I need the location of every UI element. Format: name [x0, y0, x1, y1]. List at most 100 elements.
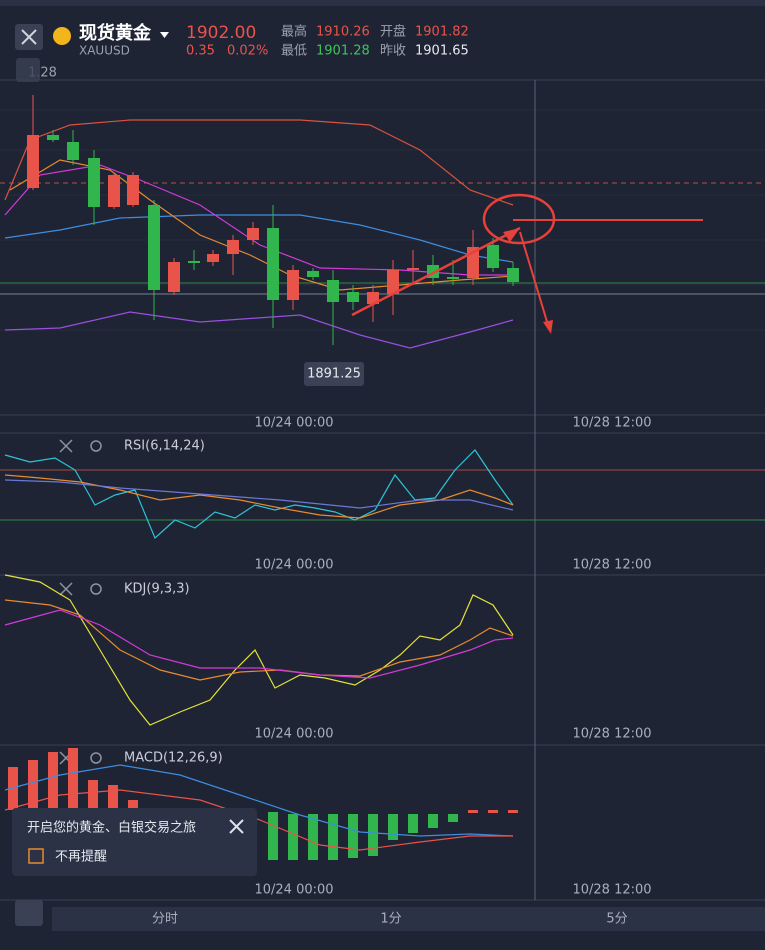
top-bar	[0, 0, 765, 6]
macd-bar	[328, 814, 338, 860]
popup-text: 开启您的黄金、白银交易之旅	[27, 820, 196, 836]
arrow	[351, 226, 521, 317]
macd-bar	[348, 814, 358, 858]
candle-body	[507, 268, 519, 282]
panel-settings	[90, 583, 102, 595]
tab[interactable]: 5分	[606, 912, 627, 927]
macd-bar	[388, 814, 398, 840]
macd-bar	[128, 800, 138, 810]
candle-body	[387, 270, 399, 294]
candle-body	[108, 175, 120, 207]
candle-body	[88, 158, 100, 207]
time-label: 10/24 00:00	[254, 558, 333, 573]
macd-dif	[4, 764, 514, 837]
chart-type-button[interactable]	[15, 900, 43, 926]
time-label: 10/28 12:00	[572, 727, 651, 742]
macd-bar	[8, 767, 18, 810]
panel-settings	[90, 752, 102, 764]
time-label: 10/28 12:00	[572, 416, 651, 431]
arrow-head	[543, 320, 553, 334]
candle-body	[447, 277, 459, 279]
macd-bar	[428, 814, 438, 828]
candle-body	[207, 254, 219, 262]
band-lower	[4, 311, 514, 349]
stat-value: 1901.28	[316, 44, 370, 59]
candle-body	[307, 271, 319, 277]
candle-body	[347, 292, 359, 302]
macd-bar	[108, 785, 118, 810]
candle-body	[148, 205, 160, 290]
time-label: 10/28 12:00	[572, 558, 651, 573]
candle-body	[367, 292, 379, 304]
checkbox-label: 不再提醒	[55, 849, 107, 865]
rsi	[4, 449, 514, 540]
macd-bar	[408, 814, 418, 833]
time-label: 10/24 00:00	[254, 883, 333, 898]
stat-value: 1910.26	[316, 25, 370, 40]
stat-label: 昨收	[380, 44, 406, 59]
checkbox[interactable]	[28, 848, 44, 864]
dropdown[interactable]	[160, 32, 169, 38]
asset-name: 现货黄金	[79, 22, 152, 44]
symbol: XAUUSD	[79, 44, 130, 58]
gold-icon	[53, 27, 71, 45]
price: 1902.00	[186, 23, 256, 43]
time-label: 10/24 00:00	[254, 416, 333, 431]
candle-body	[27, 135, 39, 188]
macd-bar	[288, 814, 298, 860]
candle-body	[168, 262, 180, 292]
macd-bar	[268, 812, 278, 860]
candle-body	[267, 228, 279, 300]
macd-dea	[4, 789, 513, 851]
macd-bar	[68, 748, 78, 810]
macd-bar	[308, 814, 318, 860]
stat-value: 1901.82	[415, 25, 469, 40]
popup-close[interactable]	[229, 819, 244, 834]
close-icon	[21, 29, 37, 45]
tab[interactable]: 分时	[152, 912, 178, 927]
macd-bar	[448, 814, 458, 822]
panel-close	[59, 582, 73, 596]
stat-label: 最低	[281, 44, 307, 59]
panel-name: KDJ(9,3,3)	[124, 582, 190, 597]
candle-body	[188, 261, 200, 263]
candle-body	[247, 228, 259, 240]
time-label: 10/24 00:00	[254, 727, 333, 742]
tab-bar	[52, 907, 765, 931]
popup	[12, 808, 257, 876]
low-label: 1891.25	[307, 367, 361, 382]
candle-body	[407, 268, 419, 270]
panel-close	[59, 439, 73, 453]
tool-button[interactable]	[16, 58, 40, 82]
macd-bar	[468, 810, 478, 813]
candle-body	[47, 135, 59, 140]
band-upper	[4, 119, 514, 206]
kdj-d	[4, 609, 514, 679]
panel-settings	[90, 440, 102, 452]
stat-label: 开盘	[380, 24, 406, 40]
tab[interactable]: 1分	[380, 912, 401, 927]
time-label: 10/28 12:00	[572, 883, 651, 898]
arrow-head	[503, 228, 520, 242]
band-mid	[4, 214, 514, 263]
rsi	[4, 479, 514, 511]
macd-bar	[368, 814, 378, 856]
stat-value: 1901.65	[415, 44, 469, 59]
stat-label: 最高	[281, 24, 307, 40]
candle-body	[287, 270, 299, 300]
macd-bar	[508, 810, 518, 813]
macd-bar	[488, 810, 498, 813]
candle-body	[67, 142, 79, 160]
arrow	[519, 231, 549, 326]
candle-body	[127, 175, 139, 205]
low-label-box	[304, 362, 364, 386]
change-pct: 0.02%	[227, 44, 268, 59]
rsi	[4, 474, 514, 519]
macd-bar	[88, 780, 98, 810]
candle-body	[227, 240, 239, 254]
macd-bar	[28, 760, 38, 810]
panel-name: MACD(12,26,9)	[124, 751, 223, 766]
kdj-j	[4, 574, 514, 726]
